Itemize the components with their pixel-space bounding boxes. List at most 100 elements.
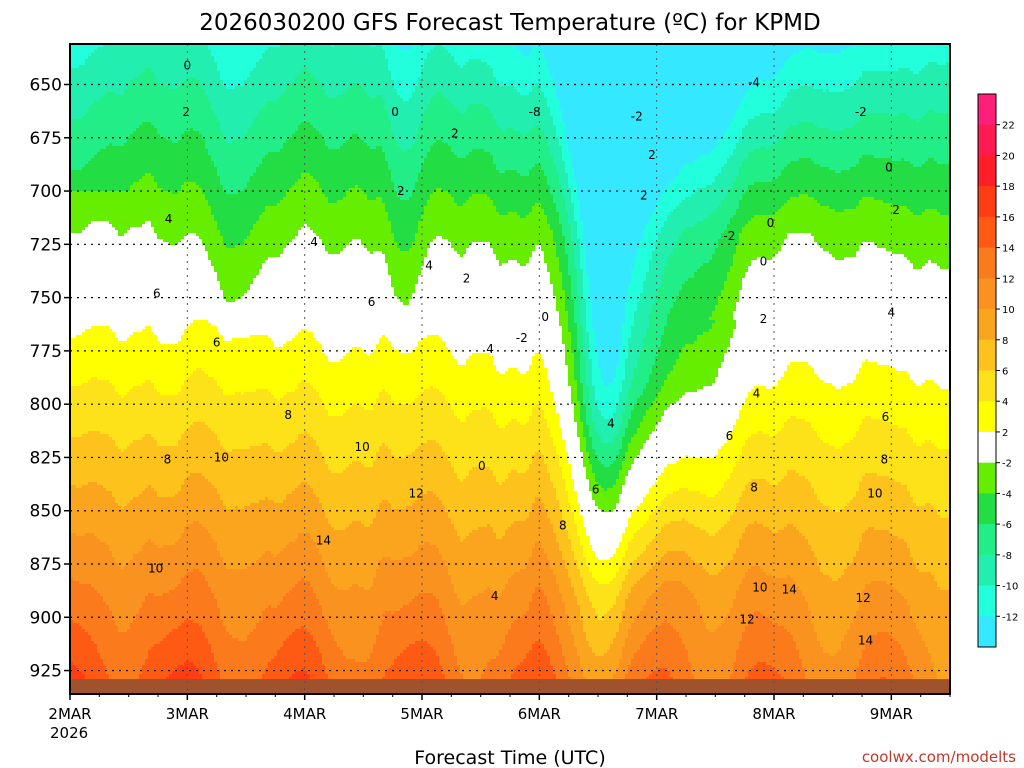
heatmap-cell bbox=[766, 575, 770, 618]
heatmap-cell bbox=[292, 134, 296, 186]
heatmap-cell bbox=[319, 44, 323, 84]
heatmap-cell bbox=[568, 275, 572, 333]
heatmap-cell bbox=[946, 44, 950, 63]
heatmap-cell bbox=[331, 44, 335, 48]
heatmap-cell bbox=[406, 353, 410, 405]
heatmap-cell bbox=[409, 404, 413, 456]
heatmap-cell bbox=[592, 329, 596, 387]
heatmap-cell bbox=[493, 254, 497, 366]
heatmap-cell bbox=[472, 410, 476, 468]
heatmap-cell bbox=[412, 92, 416, 144]
heatmap-cell bbox=[373, 518, 377, 579]
heatmap-cell bbox=[118, 44, 122, 96]
heatmap-cell bbox=[832, 386, 836, 447]
heatmap-cell bbox=[172, 344, 176, 396]
heatmap-cell bbox=[541, 92, 545, 132]
heatmap-cell bbox=[289, 188, 293, 243]
heatmap-cell bbox=[607, 44, 611, 387]
heatmap-cell bbox=[193, 131, 197, 183]
heatmap-cell bbox=[691, 560, 695, 594]
heatmap-cell bbox=[676, 461, 680, 492]
colorbar-label: -2 bbox=[1002, 459, 1012, 470]
heatmap-cell bbox=[298, 383, 302, 435]
heatmap-cell bbox=[415, 596, 419, 642]
heatmap-cell bbox=[469, 245, 473, 357]
heatmap-cell bbox=[913, 269, 917, 384]
heatmap-cell bbox=[529, 512, 533, 558]
heatmap-cell bbox=[646, 545, 650, 573]
heatmap-cell bbox=[487, 587, 491, 663]
heatmap-cell bbox=[763, 434, 767, 480]
heatmap-cell bbox=[649, 314, 653, 375]
heatmap-cell bbox=[499, 650, 503, 694]
heatmap-cell bbox=[307, 383, 311, 435]
heatmap-cell bbox=[703, 332, 707, 387]
heatmap-cell bbox=[352, 521, 356, 585]
heatmap-cell bbox=[355, 347, 359, 405]
heatmap-cell bbox=[364, 527, 368, 591]
heatmap-cell bbox=[541, 53, 545, 93]
heatmap-cell bbox=[397, 248, 401, 300]
heatmap-cell bbox=[421, 164, 425, 216]
heatmap-cell bbox=[577, 503, 581, 537]
heatmap-cell bbox=[181, 386, 185, 435]
heatmap-cell bbox=[823, 53, 827, 93]
heatmap-cell bbox=[505, 128, 509, 171]
heatmap-cell bbox=[697, 335, 701, 390]
heatmap-cell bbox=[466, 62, 470, 108]
heatmap-cell bbox=[919, 446, 923, 507]
heatmap-cell bbox=[202, 44, 206, 90]
heatmap-cell bbox=[514, 89, 518, 132]
heatmap-cell bbox=[631, 269, 635, 327]
heatmap-cell bbox=[136, 182, 140, 228]
heatmap-cell bbox=[124, 233, 128, 342]
heatmap-cell bbox=[220, 185, 224, 237]
heatmap-cell bbox=[868, 44, 872, 72]
heatmap-cell bbox=[829, 44, 833, 54]
heatmap-cell bbox=[685, 392, 689, 456]
isotherm-label: 8 bbox=[164, 453, 172, 467]
heatmap-cell bbox=[517, 371, 521, 423]
heatmap-cell bbox=[370, 524, 374, 588]
y-tick-label: 850 bbox=[30, 502, 62, 522]
heatmap-cell bbox=[676, 359, 680, 402]
heatmap-cell bbox=[643, 230, 647, 282]
heatmap-cell bbox=[853, 44, 857, 87]
heatmap-cell bbox=[337, 200, 341, 255]
heatmap-cell bbox=[433, 239, 437, 336]
heatmap-cell bbox=[136, 128, 140, 183]
heatmap-cell bbox=[238, 140, 242, 192]
heatmap-cell bbox=[739, 137, 743, 168]
heatmap-cell bbox=[691, 194, 695, 228]
heatmap-cell bbox=[823, 383, 827, 444]
heatmap-cell bbox=[322, 404, 326, 459]
heatmap-cell bbox=[616, 632, 620, 669]
heatmap-cell bbox=[580, 545, 584, 579]
heatmap-cell bbox=[871, 527, 875, 582]
heatmap-cell bbox=[148, 44, 152, 69]
heatmap-cell bbox=[529, 464, 533, 513]
heatmap-cell bbox=[916, 629, 920, 694]
heatmap-cell bbox=[688, 344, 692, 393]
heatmap-cell bbox=[877, 419, 881, 477]
heatmap-cell bbox=[142, 176, 146, 225]
heatmap-cell bbox=[115, 95, 119, 147]
heatmap-cell bbox=[733, 182, 737, 216]
heatmap-cell bbox=[280, 149, 284, 201]
heatmap-cell bbox=[514, 470, 518, 522]
heatmap-cell bbox=[424, 59, 428, 111]
heatmap-cell bbox=[922, 641, 926, 694]
heatmap-cell bbox=[751, 566, 755, 615]
heatmap-cell bbox=[868, 416, 872, 474]
heatmap-cell bbox=[301, 482, 305, 534]
heatmap-cell bbox=[787, 632, 791, 684]
heatmap-cell bbox=[760, 614, 764, 663]
heatmap-cell bbox=[604, 614, 608, 654]
heatmap-cell bbox=[481, 104, 485, 150]
heatmap-cell bbox=[211, 377, 215, 432]
heatmap-cell bbox=[631, 380, 635, 411]
heatmap-cell bbox=[292, 392, 296, 444]
heatmap-cell bbox=[940, 269, 944, 390]
heatmap-cell bbox=[241, 137, 245, 192]
